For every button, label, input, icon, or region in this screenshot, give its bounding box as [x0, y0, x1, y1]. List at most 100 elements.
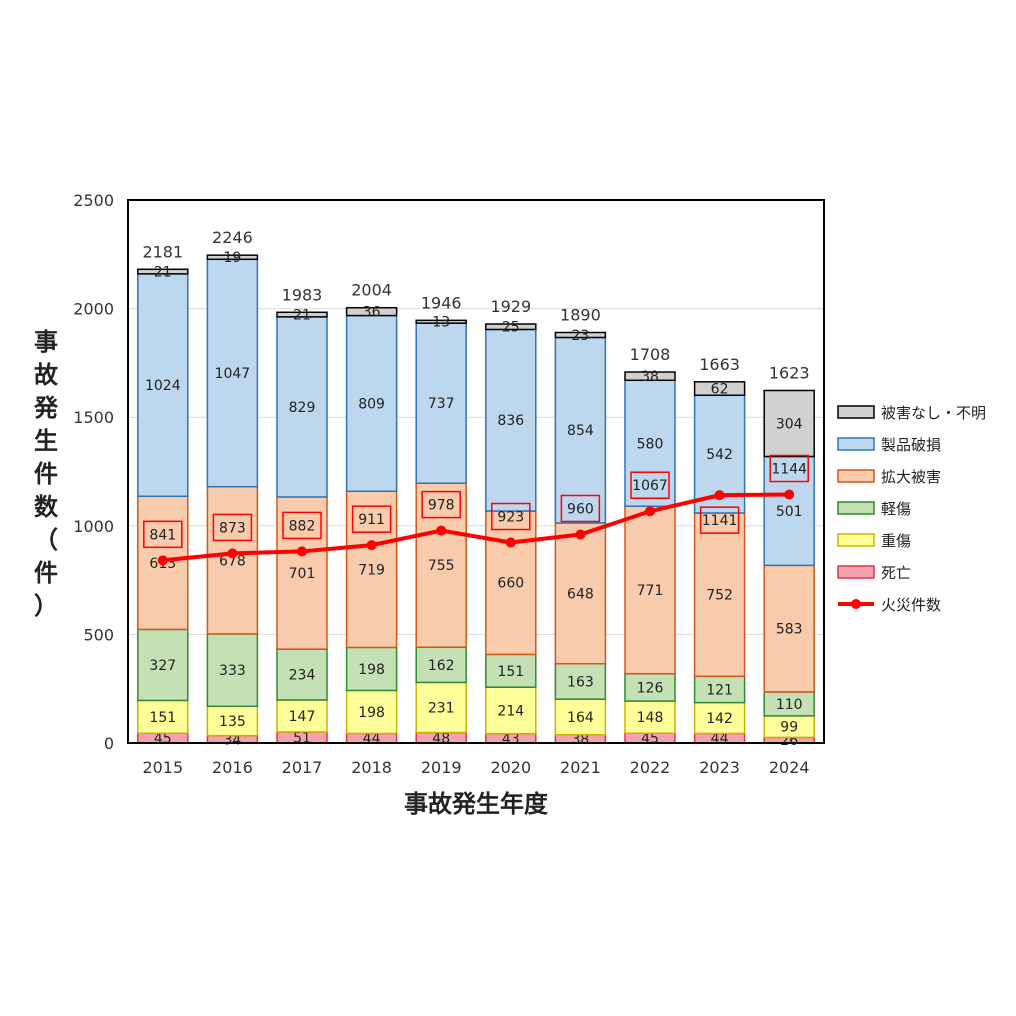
bar-segment [554, 522, 607, 665]
data-label: 1047 [215, 366, 251, 382]
line-data-label: 911 [358, 512, 385, 528]
x-tick-label: 2015 [142, 758, 183, 777]
bar-segment [624, 371, 676, 382]
data-label: 304 [776, 416, 803, 432]
legend-label: 拡大被害 [881, 468, 941, 486]
data-label: 121 [706, 682, 733, 698]
data-label: 21 [293, 308, 311, 324]
bar-segment [206, 254, 259, 261]
line-point [227, 548, 238, 559]
data-label: 327 [149, 658, 176, 674]
data-label: 198 [358, 662, 385, 678]
data-label: 36 [363, 305, 381, 321]
data-label: 1024 [145, 378, 181, 394]
bar-segment [485, 323, 537, 331]
y-tick-label: 1500 [73, 408, 114, 427]
data-label: 809 [358, 396, 385, 412]
bar-segment [137, 268, 189, 275]
data-label: 62 [711, 382, 729, 398]
line-data-label: 841 [149, 527, 176, 543]
y-axis-title: 事故発生件数（件） [33, 328, 59, 620]
total-label: 1663 [699, 355, 740, 374]
legend-swatch [837, 405, 875, 419]
legend-swatch [837, 565, 875, 579]
line-point [645, 506, 655, 517]
data-label: 701 [289, 566, 316, 582]
bar-segment [415, 322, 467, 484]
line-data-label: 1067 [632, 478, 668, 494]
data-label: 501 [776, 504, 803, 520]
line-label-box [491, 502, 531, 531]
data-label: 110 [776, 697, 803, 713]
data-label: 231 [428, 700, 455, 716]
total-label: 1946 [421, 293, 462, 312]
bar-segment [415, 319, 467, 324]
data-label: 38 [641, 369, 659, 385]
total-label: 1623 [769, 363, 810, 382]
total-label: 1890 [560, 305, 601, 324]
bar-segment [276, 648, 328, 701]
data-label: 234 [289, 668, 316, 684]
legend-label: 製品破損 [881, 436, 941, 454]
data-label: 836 [497, 413, 524, 429]
line-label-box [351, 505, 392, 533]
legend-label: 重傷 [881, 532, 911, 550]
x-tick-label: 2020 [490, 758, 531, 777]
bar-segment [206, 633, 259, 708]
x-tick-label: 2022 [630, 758, 671, 777]
line-data-label: 923 [497, 510, 524, 526]
line-data-label: 978 [428, 498, 455, 514]
data-label: 51 [293, 730, 311, 746]
data-label: 151 [497, 664, 524, 680]
total-label: 2246 [212, 228, 253, 247]
x-tick-label: 2017 [282, 758, 323, 777]
data-label: 99 [780, 720, 798, 736]
data-label: 142 [706, 711, 733, 727]
legend-label: 軽傷 [881, 500, 911, 518]
x-tick-label: 2024 [769, 758, 810, 777]
legend-label: 死亡 [881, 564, 911, 582]
x-tick-label: 2016 [212, 758, 253, 777]
plot-frame [127, 199, 825, 744]
data-label: 752 [706, 588, 733, 604]
line-data-label: 873 [219, 520, 246, 536]
data-label: 737 [428, 396, 455, 412]
legend-swatch [837, 469, 875, 483]
bar-segment [485, 686, 537, 735]
y-tick-label: 1000 [73, 517, 114, 536]
line-label-box [421, 490, 461, 519]
data-label: 580 [637, 436, 664, 452]
bar-segment [763, 455, 815, 567]
y-tick-label: 500 [83, 625, 114, 644]
total-label: 1929 [490, 297, 531, 316]
legend-label: 火災件数 [881, 596, 941, 614]
line-label-box [630, 471, 670, 499]
line-point [575, 529, 586, 540]
bar-segment [624, 672, 676, 702]
data-label: 214 [497, 703, 524, 719]
bar-segment [554, 331, 607, 339]
y-tick-label: 0 [104, 734, 114, 753]
line-point [366, 540, 377, 551]
line-point [714, 490, 725, 501]
data-label: 660 [497, 576, 524, 592]
data-label: 148 [637, 710, 664, 726]
bar-segment [693, 381, 746, 397]
bar-segment [137, 273, 189, 498]
legend-swatch [837, 501, 875, 515]
data-label: 25 [502, 320, 520, 336]
bar-segment [554, 698, 607, 736]
line-point [436, 525, 447, 536]
y-tick-label: 2000 [73, 300, 114, 319]
bar-segment [693, 701, 746, 735]
total-label: 2181 [142, 242, 183, 261]
bar-segment [485, 510, 537, 656]
data-label: 755 [428, 558, 455, 574]
data-label: 135 [219, 714, 246, 730]
bar-segment [276, 311, 328, 318]
bar-segment [276, 496, 328, 650]
data-label: 163 [567, 674, 594, 690]
bar-segment [206, 258, 259, 488]
data-label: 542 [706, 447, 733, 463]
x-axis-title: 事故発生年度 [404, 790, 549, 818]
